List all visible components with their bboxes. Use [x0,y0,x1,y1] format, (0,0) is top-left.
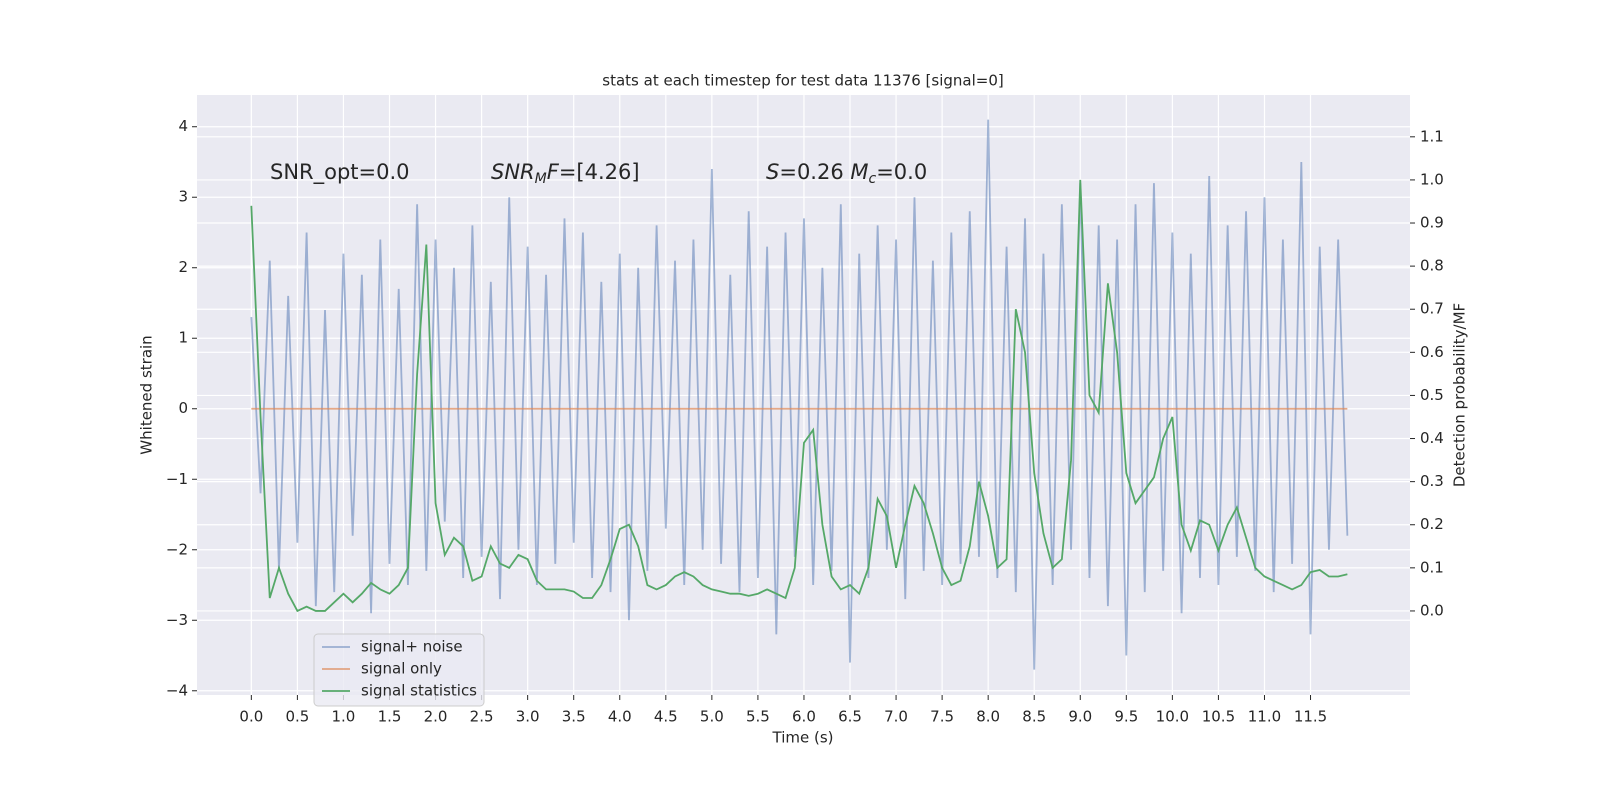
annotation-part: M [850,160,868,184]
legend-label: signal only [361,660,442,678]
x-axis-label: Time (s) [772,729,834,747]
x-tick-label: 11.0 [1248,708,1281,726]
x-tick-label: 6.0 [792,708,816,726]
annotation-part: SNR_opt=0.0 [270,160,410,185]
y2-tick-label: 0.9 [1420,214,1444,232]
series-line [250,119,1349,670]
y2-tick-label: 0.7 [1420,300,1444,318]
y2-tick-label: 0.3 [1420,472,1444,490]
x-tick-label: 8.0 [976,708,1000,726]
y2-tick-label: 0.0 [1420,601,1444,619]
annotation-part: SNR [491,160,535,184]
x-tick-label: 9.0 [1068,708,1092,726]
y-tick-label: −1 [166,470,188,488]
y-tick-label: 2 [178,258,188,276]
x-tick-label: 3.0 [516,708,540,726]
y-tick-label: −2 [166,540,188,558]
x-tick-label: 11.5 [1294,708,1327,726]
x-tick-label: 1.0 [332,708,356,726]
y-tick-label: 0 [178,399,188,417]
legend-label: signal statistics [361,682,477,700]
annotation-part: c [869,171,877,187]
chart-title: stats at each timestep for test data 113… [602,72,1003,90]
x-tick-label: 10.5 [1202,708,1235,726]
x-tick-label: 4.5 [654,708,678,726]
annotation-part: =0.0 [876,160,927,184]
y2-tick-label: 0.1 [1420,558,1444,576]
annotation-part: M [535,171,547,187]
marks [250,119,1349,670]
x-tick-label: 5.0 [700,708,724,726]
legend-label: signal+ noise [361,638,463,656]
annotation: S=0.26 Mc=0.0 [766,160,927,187]
x-tick-label: 0.0 [239,708,263,726]
y2-tick-label: 0.5 [1420,386,1444,404]
y2-tick-label: 0.6 [1420,343,1444,361]
x-tick-label: 7.5 [930,708,954,726]
x-tick-label: 9.5 [1114,708,1138,726]
y2-axis-label: Detection probability/MF [1451,303,1469,487]
x-tick-label: 2.0 [424,708,448,726]
x-tick-label: 5.5 [746,708,770,726]
y-tick-label: 3 [178,188,188,206]
y-axis-label: Whitened strain [138,335,156,454]
x-tick-label: 0.5 [285,708,309,726]
x-tick-label: 3.5 [562,708,586,726]
y2-tick-label: 0.2 [1420,515,1444,533]
legend-box [313,633,485,707]
x-tick-label: 6.5 [838,708,862,726]
annotation: SNRMF=[4.26] [491,160,640,187]
y-tick-label: 4 [178,117,188,135]
x-tick-label: 7.0 [884,708,908,726]
x-tick-label: 8.5 [1022,708,1046,726]
x-tick-label: 1.5 [378,708,402,726]
y2-tick-label: 1.1 [1420,127,1444,145]
annotation-part: F [547,160,560,184]
y-tick-label: 1 [178,329,188,347]
annotation-part: =0.26 [779,160,850,184]
series-line [250,179,1348,613]
annotation: SNR_opt=0.0 [270,160,410,185]
y2-tick-label: 0.4 [1420,429,1444,447]
y-tick-label: −4 [166,681,188,699]
y-tick-label: −3 [166,611,188,629]
x-tick-label: 2.5 [470,708,494,726]
x-tick-label: 4.0 [608,708,632,726]
y2-tick-label: 0.8 [1420,257,1444,275]
legend: signal+ noise signal only signal statistic… [313,633,485,707]
annotation-part: =[4.26] [559,160,640,184]
x-tick-label: 10.0 [1156,708,1189,726]
annotation-part: S [766,160,779,184]
y2-tick-label: 1.0 [1420,170,1444,188]
